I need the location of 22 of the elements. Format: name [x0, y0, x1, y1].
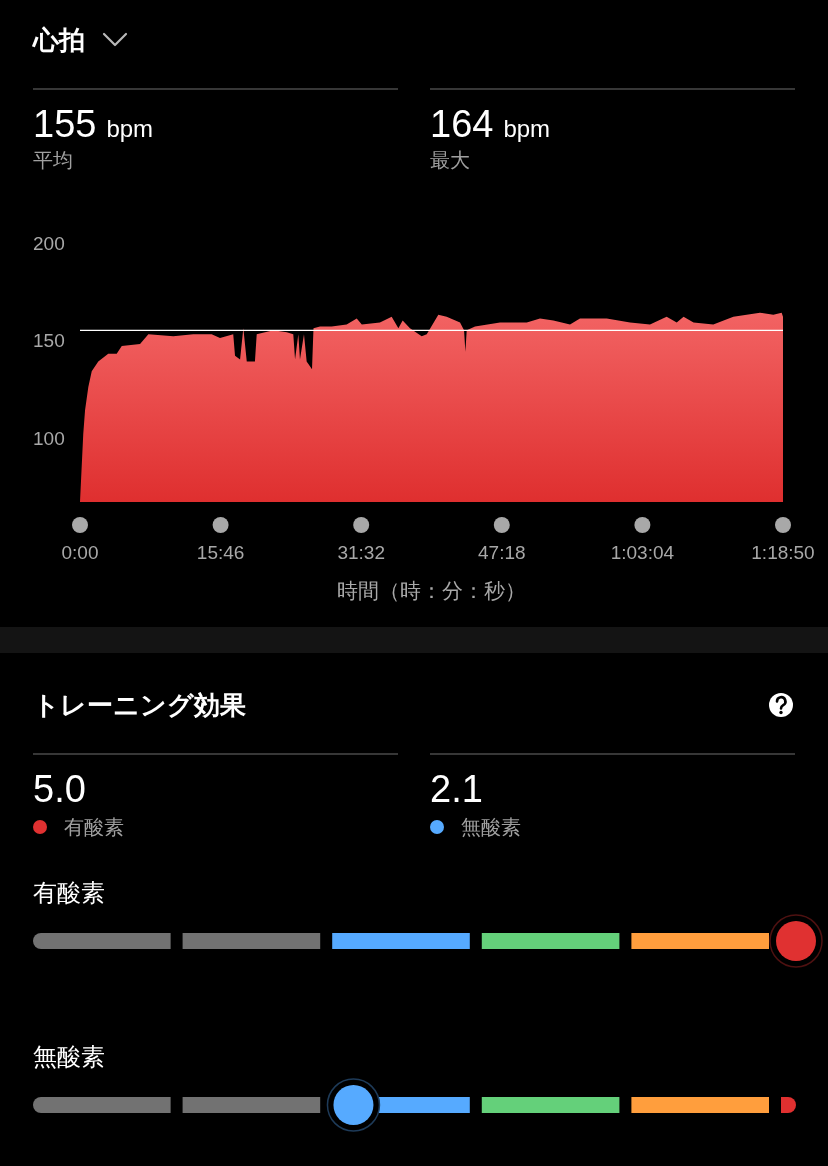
- y-tick-label: 150: [33, 329, 65, 351]
- category-label: 無酸素: [461, 816, 521, 838]
- text: 最大: [430, 149, 470, 171]
- text: 164 bpm: [430, 103, 551, 145]
- x-tick-label: 47:18: [478, 542, 526, 563]
- data-label: 5.0: [33, 768, 86, 810]
- x-axis-title: 時間（時：分：秒）: [337, 579, 526, 602]
- data-label: 2.1: [430, 768, 483, 810]
- x-tick-label: 1:18:50: [751, 542, 815, 563]
- text: 平均: [33, 149, 73, 171]
- y-tick-label: 200: [33, 232, 65, 253]
- y-tick-label: 100: [33, 427, 65, 449]
- category-label: 有酸素: [33, 879, 105, 906]
- x-tick-label: 15:46: [196, 542, 245, 563]
- category-label: 有酸素: [64, 816, 124, 838]
- text: トレーニング効果: [33, 690, 246, 720]
- chart-title: 心拍: [31, 25, 85, 55]
- x-tick-label: 1:03:04: [610, 542, 675, 563]
- category-label: 無酸素: [33, 1043, 105, 1070]
- x-tick-label: 0:00: [61, 542, 99, 563]
- text: 155 bpm: [33, 103, 154, 145]
- x-tick-label: 31:32: [337, 542, 385, 563]
